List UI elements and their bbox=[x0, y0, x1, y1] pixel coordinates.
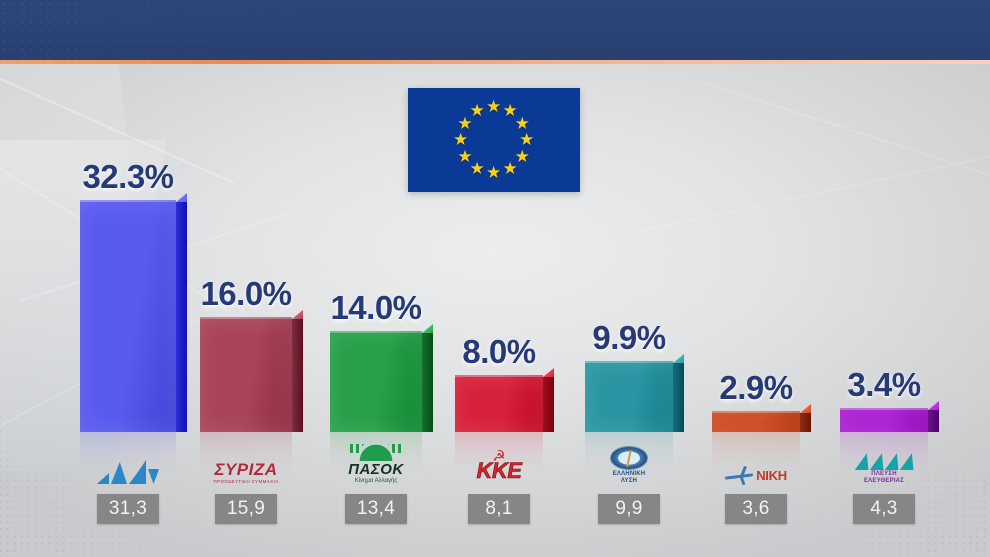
bar-value-label-elliniki-lysi: 9.9% bbox=[592, 319, 666, 356]
niki-logo: ΝΙΚΗ bbox=[725, 465, 787, 486]
header-bar bbox=[0, 0, 990, 60]
plefsi-logo-subtext: ΕΛΕΥΘΕΡΙΑΣ bbox=[863, 477, 905, 484]
bar-top-face-nd bbox=[176, 193, 187, 202]
bar-top-face-elliniki-lysi bbox=[673, 354, 684, 363]
plefsi-sails-icon bbox=[854, 453, 914, 471]
bar-secondary-value-niki: 3,6 bbox=[725, 494, 787, 524]
party-logo-syriza: ΣΥΡΙΖΑ ΠΡΟΟΔΕΥΤΙΚΗ ΣΥΜΜΑΧΙΑ bbox=[200, 440, 292, 486]
niki-star-icon bbox=[725, 465, 755, 486]
bar-kke[interactable] bbox=[455, 368, 554, 432]
bar-secondary-value-kke: 8,1 bbox=[468, 494, 530, 524]
party-logo-nd bbox=[80, 440, 176, 486]
bar-side-face-kke bbox=[543, 377, 554, 432]
hammer-sickle-icon: ☭ bbox=[492, 448, 506, 465]
bar-secondary-value-pasok: 13,4 bbox=[345, 494, 407, 524]
syriza-logo: ΣΥΡΙΖΑ ΠΡΟΟΔΕΥΤΙΚΗ ΣΥΜΜΑΧΙΑ bbox=[213, 461, 278, 485]
bar-wrap-nd bbox=[80, 193, 187, 432]
bar-value-label-syriza: 16.0% bbox=[200, 275, 292, 312]
bar-column-kke[interactable]: 8.0% ☭ ΚΚΕ 8,1 bbox=[455, 333, 554, 524]
bar-wrap-pasok bbox=[330, 324, 433, 432]
bar-column-plefsi-eleftherias[interactable]: 3.4% ΠΛΕΥΣΗ ΕΛΕΥΘΕΡΙΑΣ 4,3 bbox=[840, 366, 939, 524]
bar-plefsi-eleftherias[interactable] bbox=[840, 401, 939, 432]
bar-top-face-pasok bbox=[422, 324, 433, 333]
bar-column-pasok[interactable]: 14.0% ΠΑΣΟΚ Κίνημα Αλλαγής 13,4 bbox=[330, 289, 433, 524]
syriza-logo-text: ΣΥΡΙΖΑ bbox=[214, 459, 278, 479]
bar-column-syriza[interactable]: 16.0% ΣΥΡΙΖΑ ΠΡΟΟΔΕΥΤΙΚΗ ΣΥΜΜΑΧΙΑ 15,9 bbox=[200, 275, 303, 524]
bar-top-face-niki bbox=[800, 404, 811, 413]
bar-wrap-syriza bbox=[200, 310, 303, 432]
header-accent-underline bbox=[0, 60, 990, 64]
pasok-sun-icon bbox=[350, 444, 402, 461]
bar-top-face-plefsi-eleftherias bbox=[928, 401, 939, 410]
bar-value-label-niki: 2.9% bbox=[719, 369, 793, 406]
bar-secondary-value-plefsi-eleftherias: 4,3 bbox=[853, 494, 915, 524]
nd-logo-shard bbox=[148, 469, 159, 484]
syriza-logo-subtext: ΠΡΟΟΔΕΥΤΙΚΗ ΣΥΜΜΑΧΙΑ bbox=[213, 478, 279, 484]
bar-reflection-kke: ☭ ΚΚΕ bbox=[455, 432, 543, 486]
niki-logo-text: ΝΙΚΗ bbox=[756, 467, 787, 483]
party-logo-pasok: ΠΑΣΟΚ Κίνημα Αλλαγής bbox=[330, 440, 422, 486]
bar-secondary-value-nd: 31,3 bbox=[97, 494, 159, 524]
bar-reflection-pasok: ΠΑΣΟΚ Κίνημα Αλλαγής bbox=[330, 432, 422, 486]
pasok-logo-text: ΠΑΣΟΚ bbox=[348, 461, 404, 478]
bar-wrap-plefsi-eleftherias bbox=[840, 401, 939, 432]
party-logo-niki: ΝΙΚΗ bbox=[712, 440, 800, 486]
nd-logo-shard bbox=[97, 473, 109, 484]
bar-value-label-kke: 8.0% bbox=[462, 333, 536, 370]
bar-syriza[interactable] bbox=[200, 310, 303, 432]
bar-value-label-nd: 32.3% bbox=[82, 158, 174, 195]
bar-pasok[interactable] bbox=[330, 324, 433, 432]
plefsi-eleftherias-logo: ΠΛΕΥΣΗ ΕΛΕΥΘΕΡΙΑΣ bbox=[854, 453, 914, 484]
pasok-logo: ΠΑΣΟΚ Κίνημα Αλλαγής bbox=[348, 444, 403, 484]
bar-value-label-plefsi-eleftherias: 3.4% bbox=[847, 366, 921, 403]
plefsi-logo-text: ΠΛΕΥΣΗ bbox=[871, 471, 897, 478]
bar-column-elliniki-lysi[interactable]: 9.9% ΕΛΛΗΝΙΚΗ ΛΥΣΗ 9,9 bbox=[585, 319, 684, 524]
bar-reflection-elliniki-lysi: ΕΛΛΗΝΙΚΗ ΛΥΣΗ bbox=[585, 432, 673, 486]
nd-logo-shard bbox=[129, 460, 146, 484]
nd-logo bbox=[97, 458, 159, 484]
bar-nd[interactable] bbox=[80, 193, 187, 432]
bar-wrap-niki bbox=[712, 404, 811, 432]
bar-secondary-value-elliniki-lysi: 9,9 bbox=[598, 494, 660, 524]
bar-side-face-elliniki-lysi bbox=[673, 363, 684, 432]
bar-wrap-kke bbox=[455, 368, 554, 432]
party-logo-plefsi-eleftherias: ΠΛΕΥΣΗ ΕΛΕΥΘΕΡΙΑΣ bbox=[840, 440, 928, 486]
bar-side-face-niki bbox=[800, 413, 811, 432]
bar-chart: 32.3% 31,3 16.0% ΣΥΡΙΖΑ ΠΡΟΟΔΕΥΤΙΚΗ ΣΥΜΜΑΧΙΑ… bbox=[0, 64, 990, 557]
bar-top-face-kke bbox=[543, 368, 554, 377]
bar-side-face-pasok bbox=[422, 333, 433, 432]
bar-reflection-syriza: ΣΥΡΙΖΑ ΠΡΟΟΔΕΥΤΙΚΗ ΣΥΜΜΑΧΙΑ bbox=[200, 432, 292, 486]
bar-column-nd[interactable]: 32.3% 31,3 bbox=[80, 158, 187, 524]
kke-logo: ☭ ΚΚΕ bbox=[476, 448, 522, 484]
bar-elliniki-lysi[interactable] bbox=[585, 354, 684, 432]
elliniki-lysi-emblem-icon bbox=[611, 447, 647, 470]
bar-side-face-nd bbox=[176, 202, 187, 432]
bar-reflection-niki: ΝΙΚΗ bbox=[712, 432, 800, 486]
pasok-logo-subtext: Κίνημα Αλλαγής bbox=[354, 478, 398, 484]
bar-top-face-syriza bbox=[292, 310, 303, 319]
kke-logo-text: ΚΚΕ bbox=[476, 458, 522, 484]
bar-side-face-syriza bbox=[292, 319, 303, 432]
elliniki-lysi-logo-subtext: ΛΥΣΗ bbox=[620, 477, 638, 484]
bar-value-label-pasok: 14.0% bbox=[330, 289, 422, 326]
header-dot-texture bbox=[0, 0, 990, 60]
bar-secondary-value-syriza: 15,9 bbox=[215, 494, 277, 524]
bar-column-niki[interactable]: 2.9% ΝΙΚΗ 3,6 bbox=[712, 369, 811, 524]
bar-reflection-plefsi-eleftherias: ΠΛΕΥΣΗ ΕΛΕΥΘΕΡΙΑΣ bbox=[840, 432, 928, 486]
bar-side-face-plefsi-eleftherias bbox=[928, 410, 939, 432]
party-logo-elliniki-lysi: ΕΛΛΗΝΙΚΗ ΛΥΣΗ bbox=[585, 440, 673, 486]
european-union-flag: ★ ★ ★ ★ ★ ★ ★ ★ ★ ★ ★ ★ bbox=[408, 88, 580, 192]
bar-niki[interactable] bbox=[712, 404, 811, 432]
elliniki-lysi-logo: ΕΛΛΗΝΙΚΗ ΛΥΣΗ bbox=[611, 447, 647, 484]
elliniki-lysi-logo-text: ΕΛΛΗΝΙΚΗ bbox=[612, 471, 646, 478]
nd-logo-shard bbox=[111, 462, 127, 484]
bar-reflection-nd bbox=[80, 432, 176, 486]
bar-wrap-elliniki-lysi bbox=[585, 354, 684, 432]
party-logo-kke: ☭ ΚΚΕ bbox=[455, 440, 543, 486]
